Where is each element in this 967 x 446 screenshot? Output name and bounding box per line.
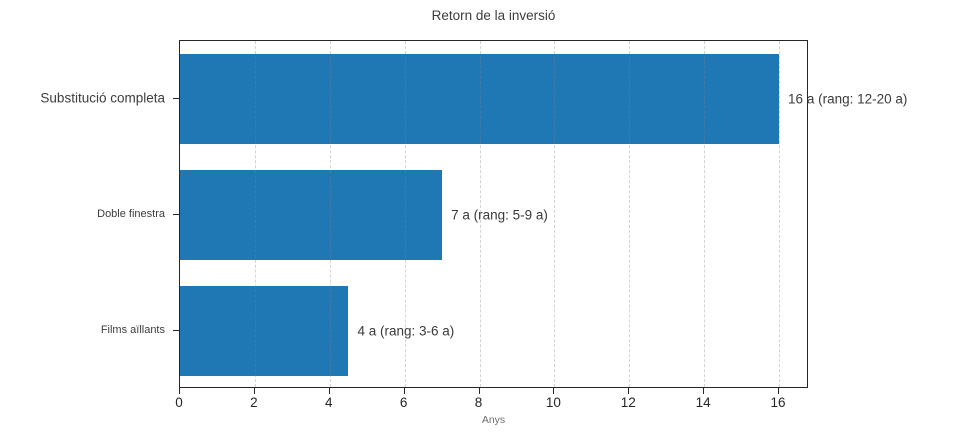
x-tick-label: 12: [620, 395, 636, 410]
gridline: [254, 41, 256, 387]
x-axis-tick: [403, 388, 405, 394]
bar: [180, 170, 443, 260]
x-axis-tick: [328, 388, 330, 394]
bar-value-label: 7 a (rang: 5-9 a): [451, 207, 548, 223]
gridline: [329, 41, 331, 387]
y-axis-tick: [173, 330, 179, 331]
x-tick-label: 4: [324, 395, 333, 410]
y-axis-tick: [173, 98, 179, 99]
gridline: [629, 41, 631, 387]
x-axis-tick: [703, 388, 705, 394]
x-axis-tick: [179, 388, 180, 394]
y-axis-tick: [173, 214, 179, 215]
x-axis-tick: [628, 388, 630, 394]
gridline: [779, 41, 781, 387]
x-tick-label: 6: [399, 395, 408, 410]
x-axis-label: Anys: [481, 414, 506, 426]
bar-value-label: 16 a (rang: 12-20 a): [788, 91, 908, 107]
y-tick-label: Doble finestra: [97, 208, 165, 220]
x-axis-tick: [253, 388, 255, 394]
x-tick-label: 0: [175, 395, 183, 410]
bar: [180, 286, 349, 376]
gridline: [479, 41, 481, 387]
x-axis-tick: [778, 388, 780, 394]
chart-title: Retorn de la inversió: [431, 8, 556, 23]
gridline: [554, 41, 556, 387]
y-tick-label: Films aïllants: [100, 324, 165, 336]
x-tick-label: 16: [770, 395, 786, 410]
x-axis-tick: [478, 388, 480, 394]
x-tick-label: 10: [545, 395, 561, 410]
bar-value-label: 4 a (rang: 3-6 a): [357, 323, 455, 339]
plot-area: 16 a (rang: 12-20 a) 7 a (rang: 5-9 a) 4 a…: [179, 40, 907, 388]
x-axis-tick: [553, 388, 555, 394]
y-tick-label: Substitució completa: [40, 90, 165, 106]
x-tick-label: 2: [250, 395, 258, 410]
gridline: [404, 41, 406, 387]
x-tick-label: 14: [695, 395, 711, 410]
gridline: [704, 41, 706, 387]
x-tick-label: 8: [474, 395, 483, 410]
bar: [180, 54, 780, 144]
